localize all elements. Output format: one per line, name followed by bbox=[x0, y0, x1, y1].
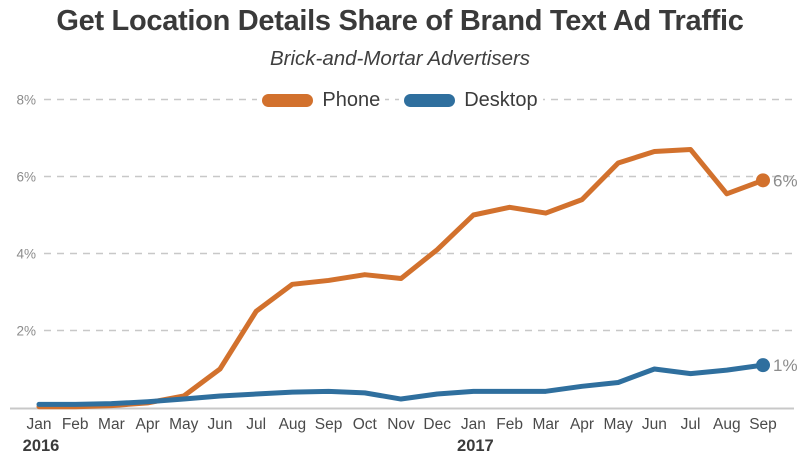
x-axis-month-label: Aug bbox=[279, 416, 307, 433]
x-axis-month-label: Jun bbox=[208, 416, 233, 433]
phone-end-dot bbox=[756, 173, 770, 188]
x-axis-month-label: Jul bbox=[681, 416, 701, 433]
x-axis-year-label: 2016 bbox=[23, 437, 60, 455]
y-axis-tick-label: 4% bbox=[16, 247, 36, 262]
x-axis-month-label: May bbox=[604, 416, 634, 433]
legend: Phone Desktop bbox=[0, 87, 800, 113]
desktop-series-swatch-icon bbox=[404, 93, 456, 107]
desktop-end-dot bbox=[756, 358, 770, 373]
x-axis-month-label: Apr bbox=[136, 416, 160, 433]
legend-label-desktop: Desktop bbox=[464, 88, 538, 111]
x-axis-month-label: Oct bbox=[353, 416, 378, 433]
y-axis-tick-label: 6% bbox=[16, 170, 36, 185]
x-axis-month-label: Apr bbox=[570, 416, 594, 433]
x-axis-month-label: Aug bbox=[713, 416, 741, 433]
x-axis-month-label: Jan bbox=[461, 416, 486, 433]
x-axis-month-label: Feb bbox=[496, 416, 523, 433]
legend-item-phone: Phone bbox=[257, 87, 386, 113]
x-axis-month-label: Sep bbox=[749, 416, 777, 433]
phone-series-swatch-icon bbox=[262, 93, 314, 107]
x-axis-month-label: Sep bbox=[315, 416, 343, 433]
chart-title: Get Location Details Share of Brand Text… bbox=[56, 5, 744, 37]
x-axis-month-label: Mar bbox=[532, 416, 559, 433]
x-axis-month-label: Nov bbox=[387, 416, 415, 433]
x-axis-month-label: Feb bbox=[62, 416, 89, 433]
x-axis-year-label: 2017 bbox=[457, 437, 494, 455]
y-axis-tick-label: 2% bbox=[16, 324, 36, 339]
phone-end-value-label: 6% bbox=[773, 171, 798, 190]
x-axis-month-label: Mar bbox=[98, 416, 125, 433]
legend-label-phone: Phone bbox=[322, 88, 381, 111]
x-axis-month-label: Dec bbox=[423, 416, 451, 433]
x-axis-month-label: May bbox=[169, 416, 199, 433]
y-axis-tick-label: 8% bbox=[16, 93, 36, 108]
desktop-end-value-label: 1% bbox=[773, 356, 798, 375]
x-axis-month-label: Jun bbox=[642, 416, 667, 433]
chart-subtitle: Brick-and-Mortar Advertisers bbox=[269, 47, 531, 70]
desktop-line bbox=[36, 362, 766, 407]
legend-item-desktop: Desktop bbox=[399, 87, 543, 113]
x-axis-month-label: Jan bbox=[27, 416, 52, 433]
x-axis-month-label: Jul bbox=[246, 416, 266, 433]
